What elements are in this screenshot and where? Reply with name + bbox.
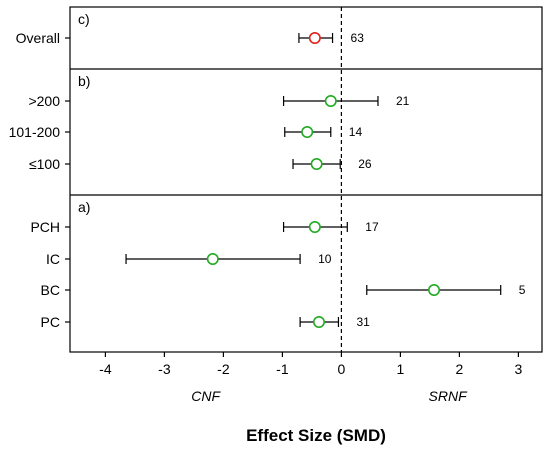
sample-count-label: 17 [365, 220, 379, 234]
category-label: PCH [30, 219, 60, 235]
panel-label: a) [78, 199, 90, 215]
category-label: BC [41, 282, 60, 298]
sample-count-label: 10 [318, 252, 332, 266]
left-side-label: CNF [191, 388, 221, 404]
effect-marker [308, 31, 321, 44]
x-tick-label: 3 [515, 361, 523, 377]
sample-count-label: 63 [351, 31, 365, 45]
effect-marker [308, 221, 321, 234]
effect-marker [428, 283, 441, 296]
panel-label: b) [78, 73, 90, 89]
effect-marker [310, 158, 323, 171]
effect-marker [324, 95, 337, 108]
x-axis-title: Effect Size (SMD) [246, 426, 386, 445]
category-label: ≤100 [29, 156, 60, 172]
plot-frame [69, 6, 543, 353]
right-side-label: SRNF [429, 388, 469, 404]
x-tick-label: -4 [99, 361, 112, 377]
panel-label: c) [78, 11, 90, 27]
x-tick-label: 0 [338, 361, 346, 377]
category-label: IC [46, 251, 60, 267]
category-label: 101-200 [9, 124, 61, 140]
category-label: >200 [28, 93, 60, 109]
x-tick-label: -1 [276, 361, 289, 377]
effect-marker [301, 126, 314, 139]
x-tick-label: 1 [397, 361, 405, 377]
effect-marker [206, 253, 219, 266]
x-tick-label: -2 [217, 361, 230, 377]
sample-count-label: 31 [356, 315, 370, 329]
sample-count-label: 5 [519, 283, 526, 297]
sample-count-label: 14 [349, 125, 363, 139]
category-label: Overall [16, 30, 60, 46]
sample-count-label: 21 [396, 94, 410, 108]
x-tick-label: -3 [158, 361, 171, 377]
sample-count-label: 26 [358, 157, 372, 171]
x-tick-label: 2 [456, 361, 464, 377]
category-label: PC [41, 314, 60, 330]
effect-marker [312, 315, 325, 328]
